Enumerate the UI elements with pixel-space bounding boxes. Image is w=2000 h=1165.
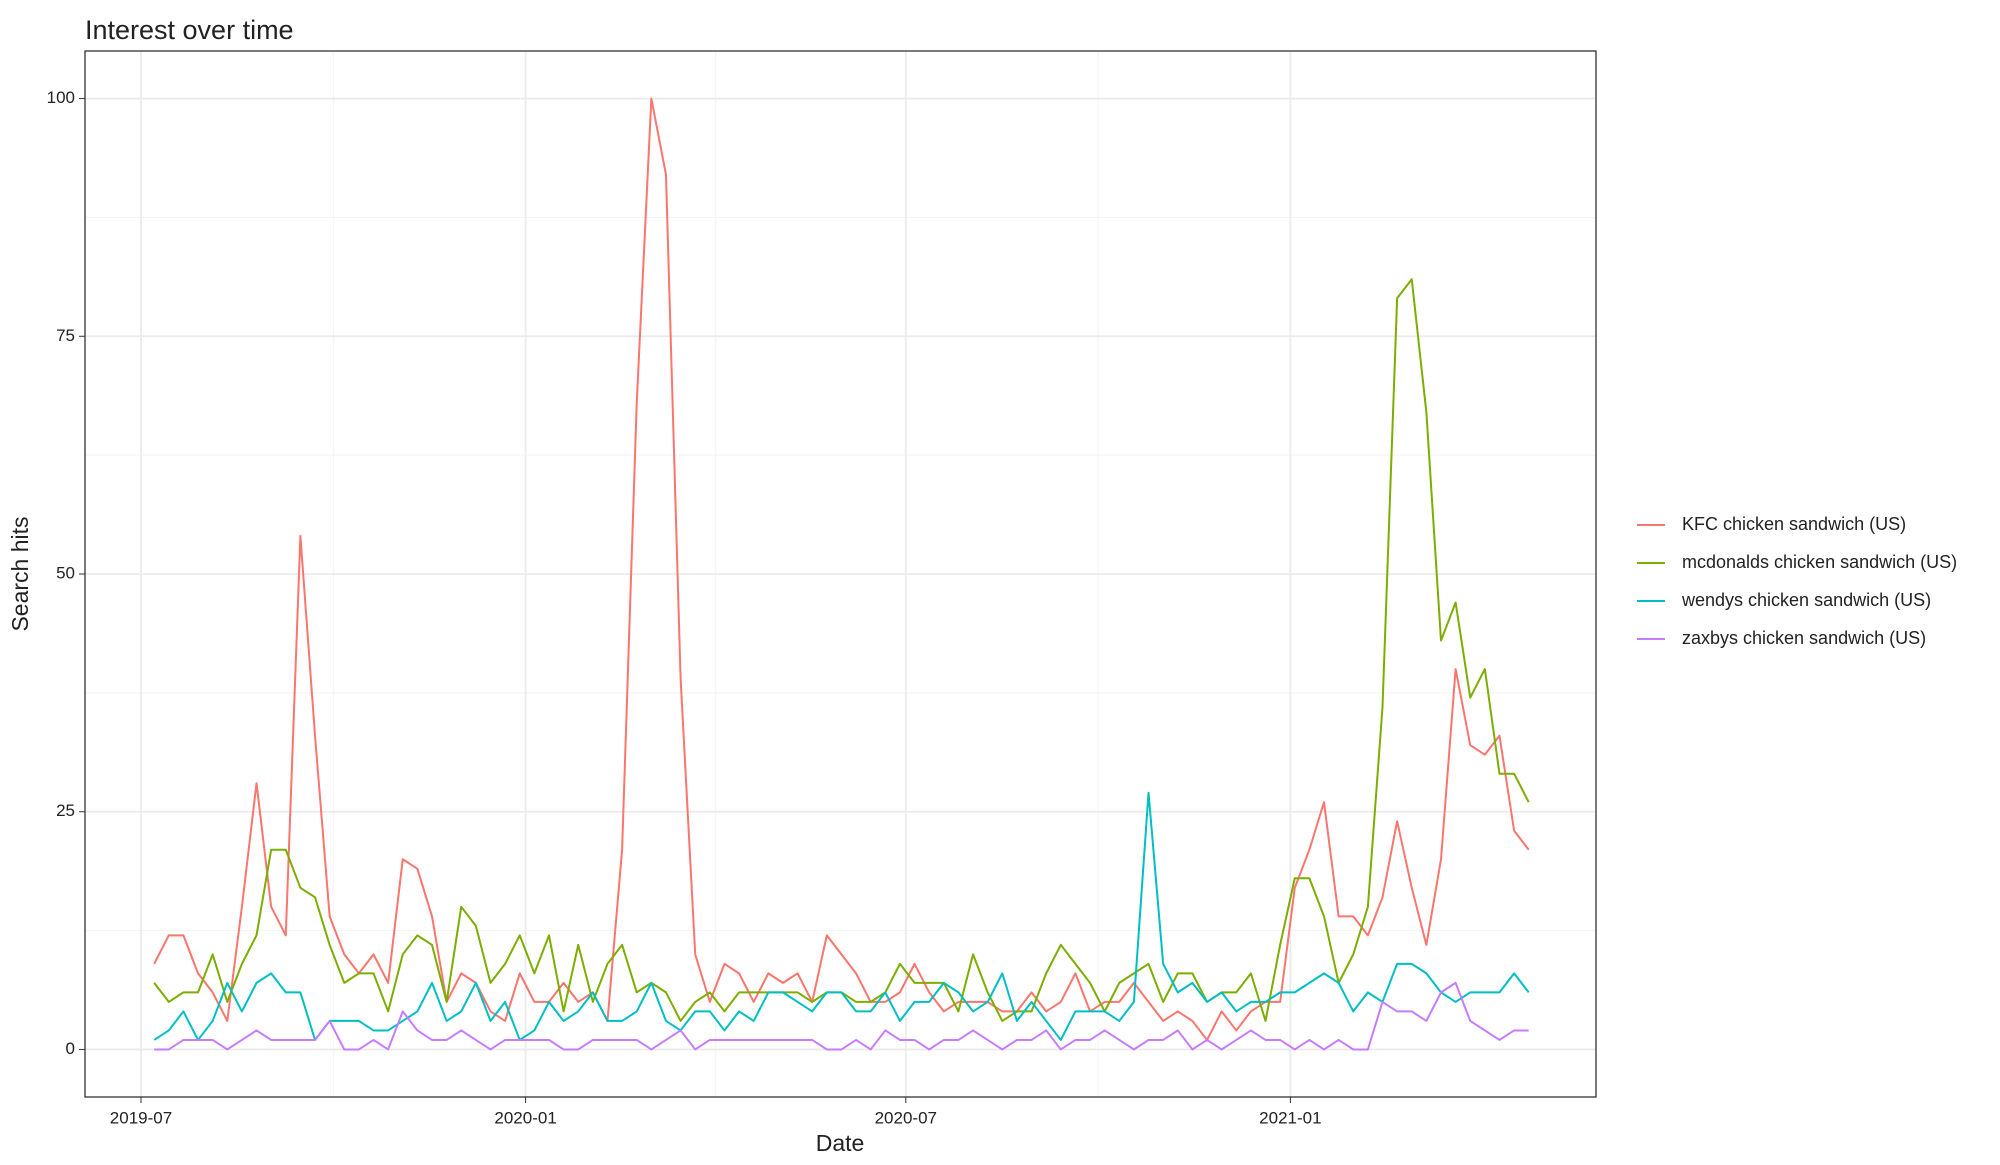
legend-label: KFC chicken sandwich (US) [1682,514,1906,534]
chart-title: Interest over time [85,15,294,45]
x-tick-label: 2019-07 [110,1108,172,1127]
series-line [154,981,1529,1051]
series-line [153,791,1530,1041]
grid: 0 25 50 75 100 2019-07 2020-01 2020-07 2021-01 [47,51,1596,1127]
x-tick-label: 2020-01 [494,1108,556,1127]
x-axis-label: Date [816,1130,865,1156]
series-line [153,278,1530,1022]
plot-lines [153,97,1530,1051]
y-tick-label: 50 [56,563,75,582]
legend-label: zaxbys chicken sandwich (US) [1682,628,1926,648]
y-tick-label: 25 [56,801,75,820]
panel-border [84,50,1597,1098]
x-tick-label: 2021-01 [1259,1108,1321,1127]
y-tick-label: 100 [47,88,75,107]
series-line [153,97,1530,1041]
y-tick-label: 0 [66,1039,75,1058]
legend-label: wendys chicken sandwich (US) [1681,590,1931,610]
legend: KFC chicken sandwich (US) mcdonalds chick… [1637,514,1957,648]
x-tick-label: 2020-07 [875,1108,937,1127]
legend-label: mcdonalds chicken sandwich (US) [1682,552,1957,572]
y-tick-label: 75 [56,326,75,345]
y-axis-label: Search hits [7,516,33,631]
